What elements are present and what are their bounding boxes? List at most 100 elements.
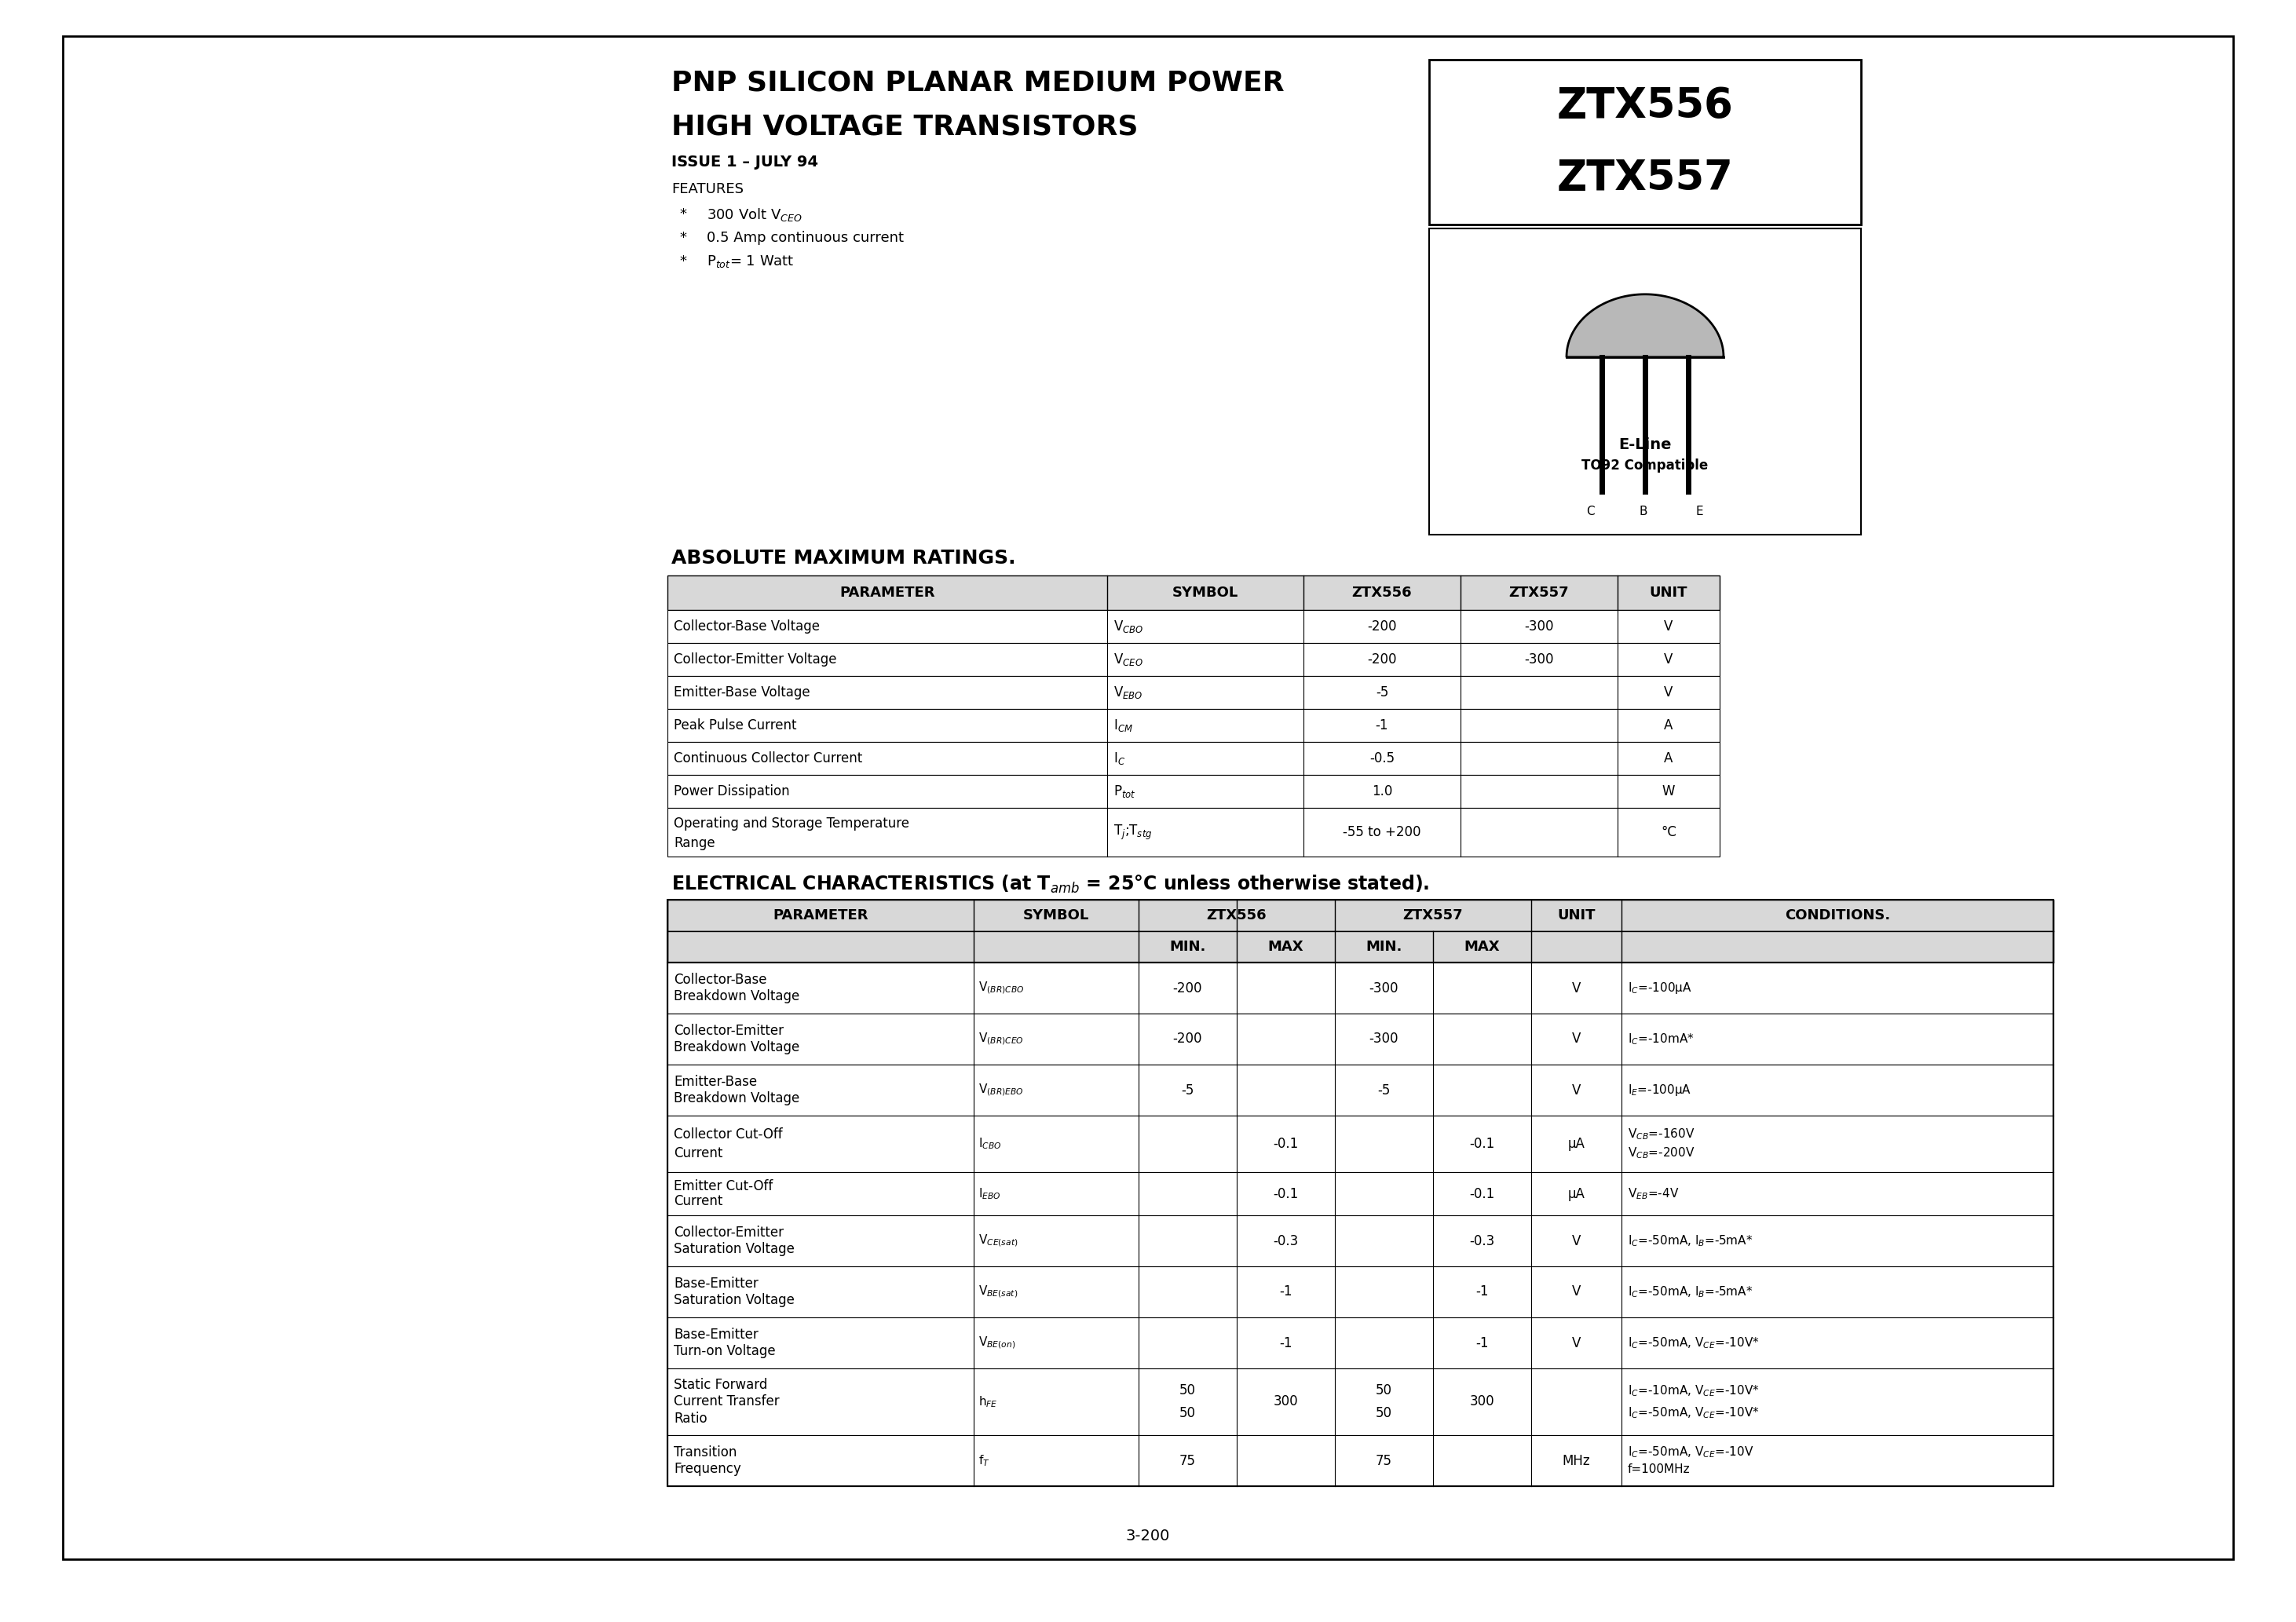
Text: 50: 50 — [1375, 1406, 1391, 1421]
Text: V: V — [1573, 1032, 1582, 1046]
Text: B: B — [1639, 504, 1649, 517]
Text: μA: μA — [1568, 1137, 1584, 1152]
Text: P$_{tot}$: P$_{tot}$ — [1114, 783, 1137, 800]
Text: Peak Pulse Current: Peak Pulse Current — [673, 719, 797, 733]
Text: Collector-Emitter: Collector-Emitter — [673, 1023, 783, 1038]
Text: TO92 Compatible: TO92 Compatible — [1582, 459, 1708, 472]
Text: V: V — [1573, 1285, 1582, 1299]
Bar — [668, 1014, 2053, 1064]
Text: ZTX556: ZTX556 — [1208, 908, 1267, 923]
Text: MHz: MHz — [1561, 1453, 1591, 1468]
Text: ELECTRICAL CHARACTERISTICS (at T$_{amb}$ = 25°C unless otherwise stated).: ELECTRICAL CHARACTERISTICS (at T$_{amb}$… — [670, 873, 1430, 895]
Text: I$_{C}$=-50mA, I$_{B}$=-5mA*: I$_{C}$=-50mA, I$_{B}$=-5mA* — [1628, 1285, 1752, 1299]
Bar — [668, 931, 2053, 962]
Text: -0.1: -0.1 — [1469, 1137, 1495, 1152]
Text: -0.1: -0.1 — [1469, 1187, 1495, 1200]
Text: V: V — [1665, 686, 1674, 699]
Text: I$_{C}$: I$_{C}$ — [1114, 751, 1125, 766]
Text: 75: 75 — [1375, 1453, 1391, 1468]
Text: V$_{CE(sat)}$: V$_{CE(sat)}$ — [978, 1233, 1017, 1249]
Text: V$_{BE(on)}$: V$_{BE(on)}$ — [978, 1335, 1015, 1351]
Text: °C: °C — [1660, 826, 1676, 839]
Text: CONDITIONS.: CONDITIONS. — [1784, 908, 1890, 923]
Text: Collector-Emitter Voltage: Collector-Emitter Voltage — [673, 652, 836, 667]
Text: -1: -1 — [1279, 1337, 1293, 1350]
Text: Current: Current — [673, 1147, 723, 1160]
Text: I$_{C}$=-10mA, V$_{CE}$=-10V*: I$_{C}$=-10mA, V$_{CE}$=-10V* — [1628, 1384, 1759, 1398]
Text: Ratio: Ratio — [673, 1411, 707, 1426]
Text: SYMBOL: SYMBOL — [1173, 586, 1238, 600]
Text: V$_{(BR)CBO}$: V$_{(BR)CBO}$ — [978, 980, 1024, 996]
Text: 300 Volt V$_{CEO}$: 300 Volt V$_{CEO}$ — [707, 206, 801, 222]
Text: ZTX557: ZTX557 — [1403, 908, 1463, 923]
Bar — [668, 642, 1720, 676]
Text: Operating and Storage Temperature: Operating and Storage Temperature — [673, 817, 909, 830]
Text: MIN.: MIN. — [1366, 939, 1403, 954]
Text: UNIT: UNIT — [1649, 586, 1688, 600]
Bar — [668, 576, 1720, 610]
Text: Saturation Voltage: Saturation Voltage — [673, 1242, 794, 1257]
Text: E-Line: E-Line — [1619, 436, 1671, 453]
Text: ZTX556: ZTX556 — [1352, 586, 1412, 600]
Text: V$_{(BR)CEO}$: V$_{(BR)CEO}$ — [978, 1032, 1024, 1046]
Text: FEATURES: FEATURES — [670, 182, 744, 196]
Text: Current Transfer: Current Transfer — [673, 1395, 778, 1410]
Text: Continuous Collector Current: Continuous Collector Current — [673, 751, 863, 766]
Text: E: E — [1694, 504, 1704, 517]
Text: V$_{(BR)EBO}$: V$_{(BR)EBO}$ — [978, 1082, 1024, 1098]
Text: -0.1: -0.1 — [1274, 1187, 1300, 1200]
Bar — [668, 1369, 2053, 1435]
Text: MAX: MAX — [1465, 939, 1499, 954]
Text: V$_{CB}$=-160V: V$_{CB}$=-160V — [1628, 1127, 1694, 1142]
Text: Transition: Transition — [673, 1445, 737, 1460]
Text: 50: 50 — [1375, 1384, 1391, 1398]
Text: -5: -5 — [1378, 1083, 1391, 1096]
Text: V: V — [1573, 1337, 1582, 1350]
Text: -1: -1 — [1375, 719, 1389, 733]
Text: Collector-Emitter: Collector-Emitter — [673, 1225, 783, 1239]
Text: Collector-Base: Collector-Base — [673, 973, 767, 986]
Text: Emitter Cut-Off: Emitter Cut-Off — [673, 1179, 774, 1194]
Text: V$_{EBO}$: V$_{EBO}$ — [1114, 684, 1143, 701]
Bar — [668, 1267, 2053, 1317]
Text: V: V — [1665, 652, 1674, 667]
Text: Current: Current — [673, 1194, 723, 1208]
Text: Collector-Base Voltage: Collector-Base Voltage — [673, 620, 820, 634]
Text: 1.0: 1.0 — [1371, 785, 1391, 798]
Text: -1: -1 — [1279, 1285, 1293, 1299]
Bar — [668, 1116, 2053, 1173]
Text: *: * — [680, 255, 687, 269]
Text: A: A — [1665, 719, 1674, 733]
Text: I$_{CM}$: I$_{CM}$ — [1114, 717, 1132, 733]
Text: Breakdown Voltage: Breakdown Voltage — [673, 1092, 799, 1106]
Text: V: V — [1573, 1234, 1582, 1247]
Text: 50: 50 — [1180, 1406, 1196, 1421]
Text: ABSOLUTE MAXIMUM RATINGS.: ABSOLUTE MAXIMUM RATINGS. — [670, 548, 1015, 568]
Text: Emitter-Base: Emitter-Base — [673, 1074, 758, 1088]
Text: -55 to +200: -55 to +200 — [1343, 826, 1421, 839]
Text: Static Forward: Static Forward — [673, 1379, 767, 1392]
Bar — [1428, 60, 1862, 224]
Text: -300: -300 — [1525, 652, 1554, 667]
Text: Saturation Voltage: Saturation Voltage — [673, 1293, 794, 1307]
Bar — [668, 1435, 2053, 1486]
Text: Frequency: Frequency — [673, 1461, 742, 1476]
Text: I$_{EBO}$: I$_{EBO}$ — [978, 1186, 1001, 1200]
Bar — [668, 1064, 2053, 1116]
Text: PNP SILICON PLANAR MEDIUM POWER: PNP SILICON PLANAR MEDIUM POWER — [670, 70, 1283, 97]
Text: Range: Range — [673, 835, 714, 850]
Text: V$_{CBO}$: V$_{CBO}$ — [1114, 618, 1143, 634]
Text: 75: 75 — [1180, 1453, 1196, 1468]
Text: ZTX556: ZTX556 — [1557, 86, 1733, 127]
Text: 50: 50 — [1180, 1384, 1196, 1398]
Text: -300: -300 — [1368, 1032, 1398, 1046]
Bar — [668, 775, 1720, 808]
Text: Breakdown Voltage: Breakdown Voltage — [673, 989, 799, 1004]
Text: V$_{CEO}$: V$_{CEO}$ — [1114, 652, 1143, 667]
Text: V$_{CB}$=-200V: V$_{CB}$=-200V — [1628, 1147, 1694, 1161]
Text: I$_{C}$=-50mA, I$_{B}$=-5mA*: I$_{C}$=-50mA, I$_{B}$=-5mA* — [1628, 1233, 1752, 1249]
Text: Collector Cut-Off: Collector Cut-Off — [673, 1127, 783, 1142]
Text: -0.3: -0.3 — [1469, 1234, 1495, 1247]
Text: PARAMETER: PARAMETER — [774, 908, 868, 923]
Text: 300: 300 — [1469, 1395, 1495, 1410]
